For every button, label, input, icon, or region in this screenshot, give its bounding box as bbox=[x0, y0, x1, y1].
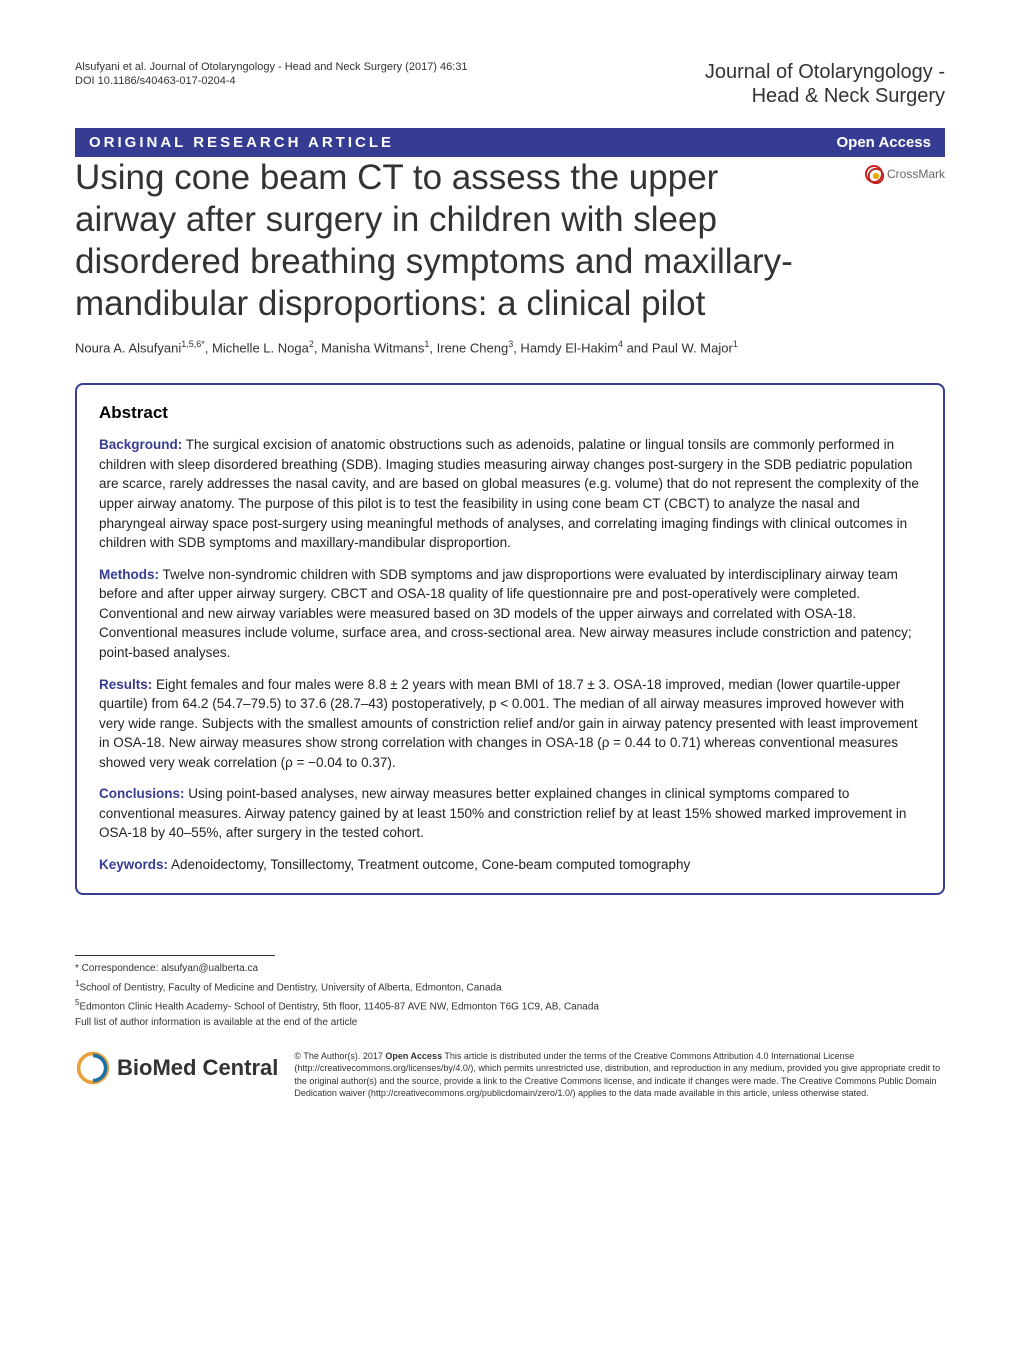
crossmark-badge[interactable]: CrossMark bbox=[865, 165, 945, 183]
footer-divider bbox=[75, 955, 275, 956]
article-type: ORIGINAL RESEARCH ARTICLE bbox=[89, 134, 394, 151]
crossmark-label: CrossMark bbox=[887, 167, 945, 181]
abstract-conclusions-label: Conclusions: bbox=[99, 786, 185, 801]
page-header: Alsufyani et al. Journal of Otolaryngolo… bbox=[75, 60, 945, 108]
article-title: Using cone beam CT to assess the upper a… bbox=[75, 157, 945, 325]
abstract-keywords-text: Adenoidectomy, Tonsillectomy, Treatment … bbox=[168, 857, 690, 872]
abstract-methods-text: Twelve non-syndromic children with SDB s… bbox=[99, 567, 912, 660]
journal-name-line1: Journal of Otolaryngology - bbox=[705, 60, 945, 84]
correspondence: * Correspondence: alsufyan@ualberta.ca bbox=[75, 962, 945, 976]
license-label: Open Access bbox=[385, 1051, 442, 1061]
abstract-keywords: Keywords: Adenoidectomy, Tonsillectomy, … bbox=[99, 855, 921, 875]
abstract-keywords-label: Keywords: bbox=[99, 857, 168, 872]
abstract-box: Abstract Background: The surgical excisi… bbox=[75, 383, 945, 894]
abstract-conclusions: Conclusions: Using point-based analyses,… bbox=[99, 784, 921, 843]
license-row: BioMed Central © The Author(s). 2017 Ope… bbox=[75, 1050, 945, 1099]
journal-name: Journal of Otolaryngology - Head & Neck … bbox=[705, 60, 945, 108]
authors: Noura A. Alsufyani1,5,6*, Michelle L. No… bbox=[75, 339, 945, 355]
abstract-conclusions-text: Using point-based analyses, new airway m… bbox=[99, 786, 906, 840]
affiliation-5: 5Edmonton Clinic Health Academy- School … bbox=[75, 997, 945, 1014]
article-type-bar: ORIGINAL RESEARCH ARTICLE Open Access bbox=[75, 128, 945, 157]
abstract-background: Background: The surgical excision of ana… bbox=[99, 435, 921, 552]
license-text: © The Author(s). 2017 Open Access This a… bbox=[294, 1050, 945, 1099]
biomed-central-logo: BioMed Central bbox=[75, 1050, 278, 1086]
license-prefix: © The Author(s). 2017 bbox=[294, 1051, 385, 1061]
open-access-label: Open Access bbox=[837, 134, 932, 151]
journal-name-line2: Head & Neck Surgery bbox=[705, 84, 945, 108]
doi: DOI 10.1186/s40463-017-0204-4 bbox=[75, 75, 468, 87]
biomed-central-text: BioMed Central bbox=[117, 1055, 278, 1081]
author-list-note: Full list of author information is avail… bbox=[75, 1016, 945, 1030]
abstract-methods-label: Methods: bbox=[99, 567, 159, 582]
abstract-results-label: Results: bbox=[99, 677, 152, 692]
citation: Alsufyani et al. Journal of Otolaryngolo… bbox=[75, 60, 468, 75]
abstract-heading: Abstract bbox=[99, 403, 921, 423]
abstract-results: Results: Eight females and four males we… bbox=[99, 675, 921, 773]
citation-block: Alsufyani et al. Journal of Otolaryngolo… bbox=[75, 60, 468, 87]
biomed-central-icon bbox=[75, 1050, 111, 1086]
abstract-background-text: The surgical excision of anatomic obstru… bbox=[99, 437, 919, 550]
crossmark-icon bbox=[865, 165, 883, 183]
abstract-background-label: Background: bbox=[99, 437, 182, 452]
abstract-results-text: Eight females and four males were 8.8 ± … bbox=[99, 677, 918, 770]
affiliation-1: 1School of Dentistry, Faculty of Medicin… bbox=[75, 978, 945, 995]
abstract-methods: Methods: Twelve non-syndromic children w… bbox=[99, 565, 921, 663]
